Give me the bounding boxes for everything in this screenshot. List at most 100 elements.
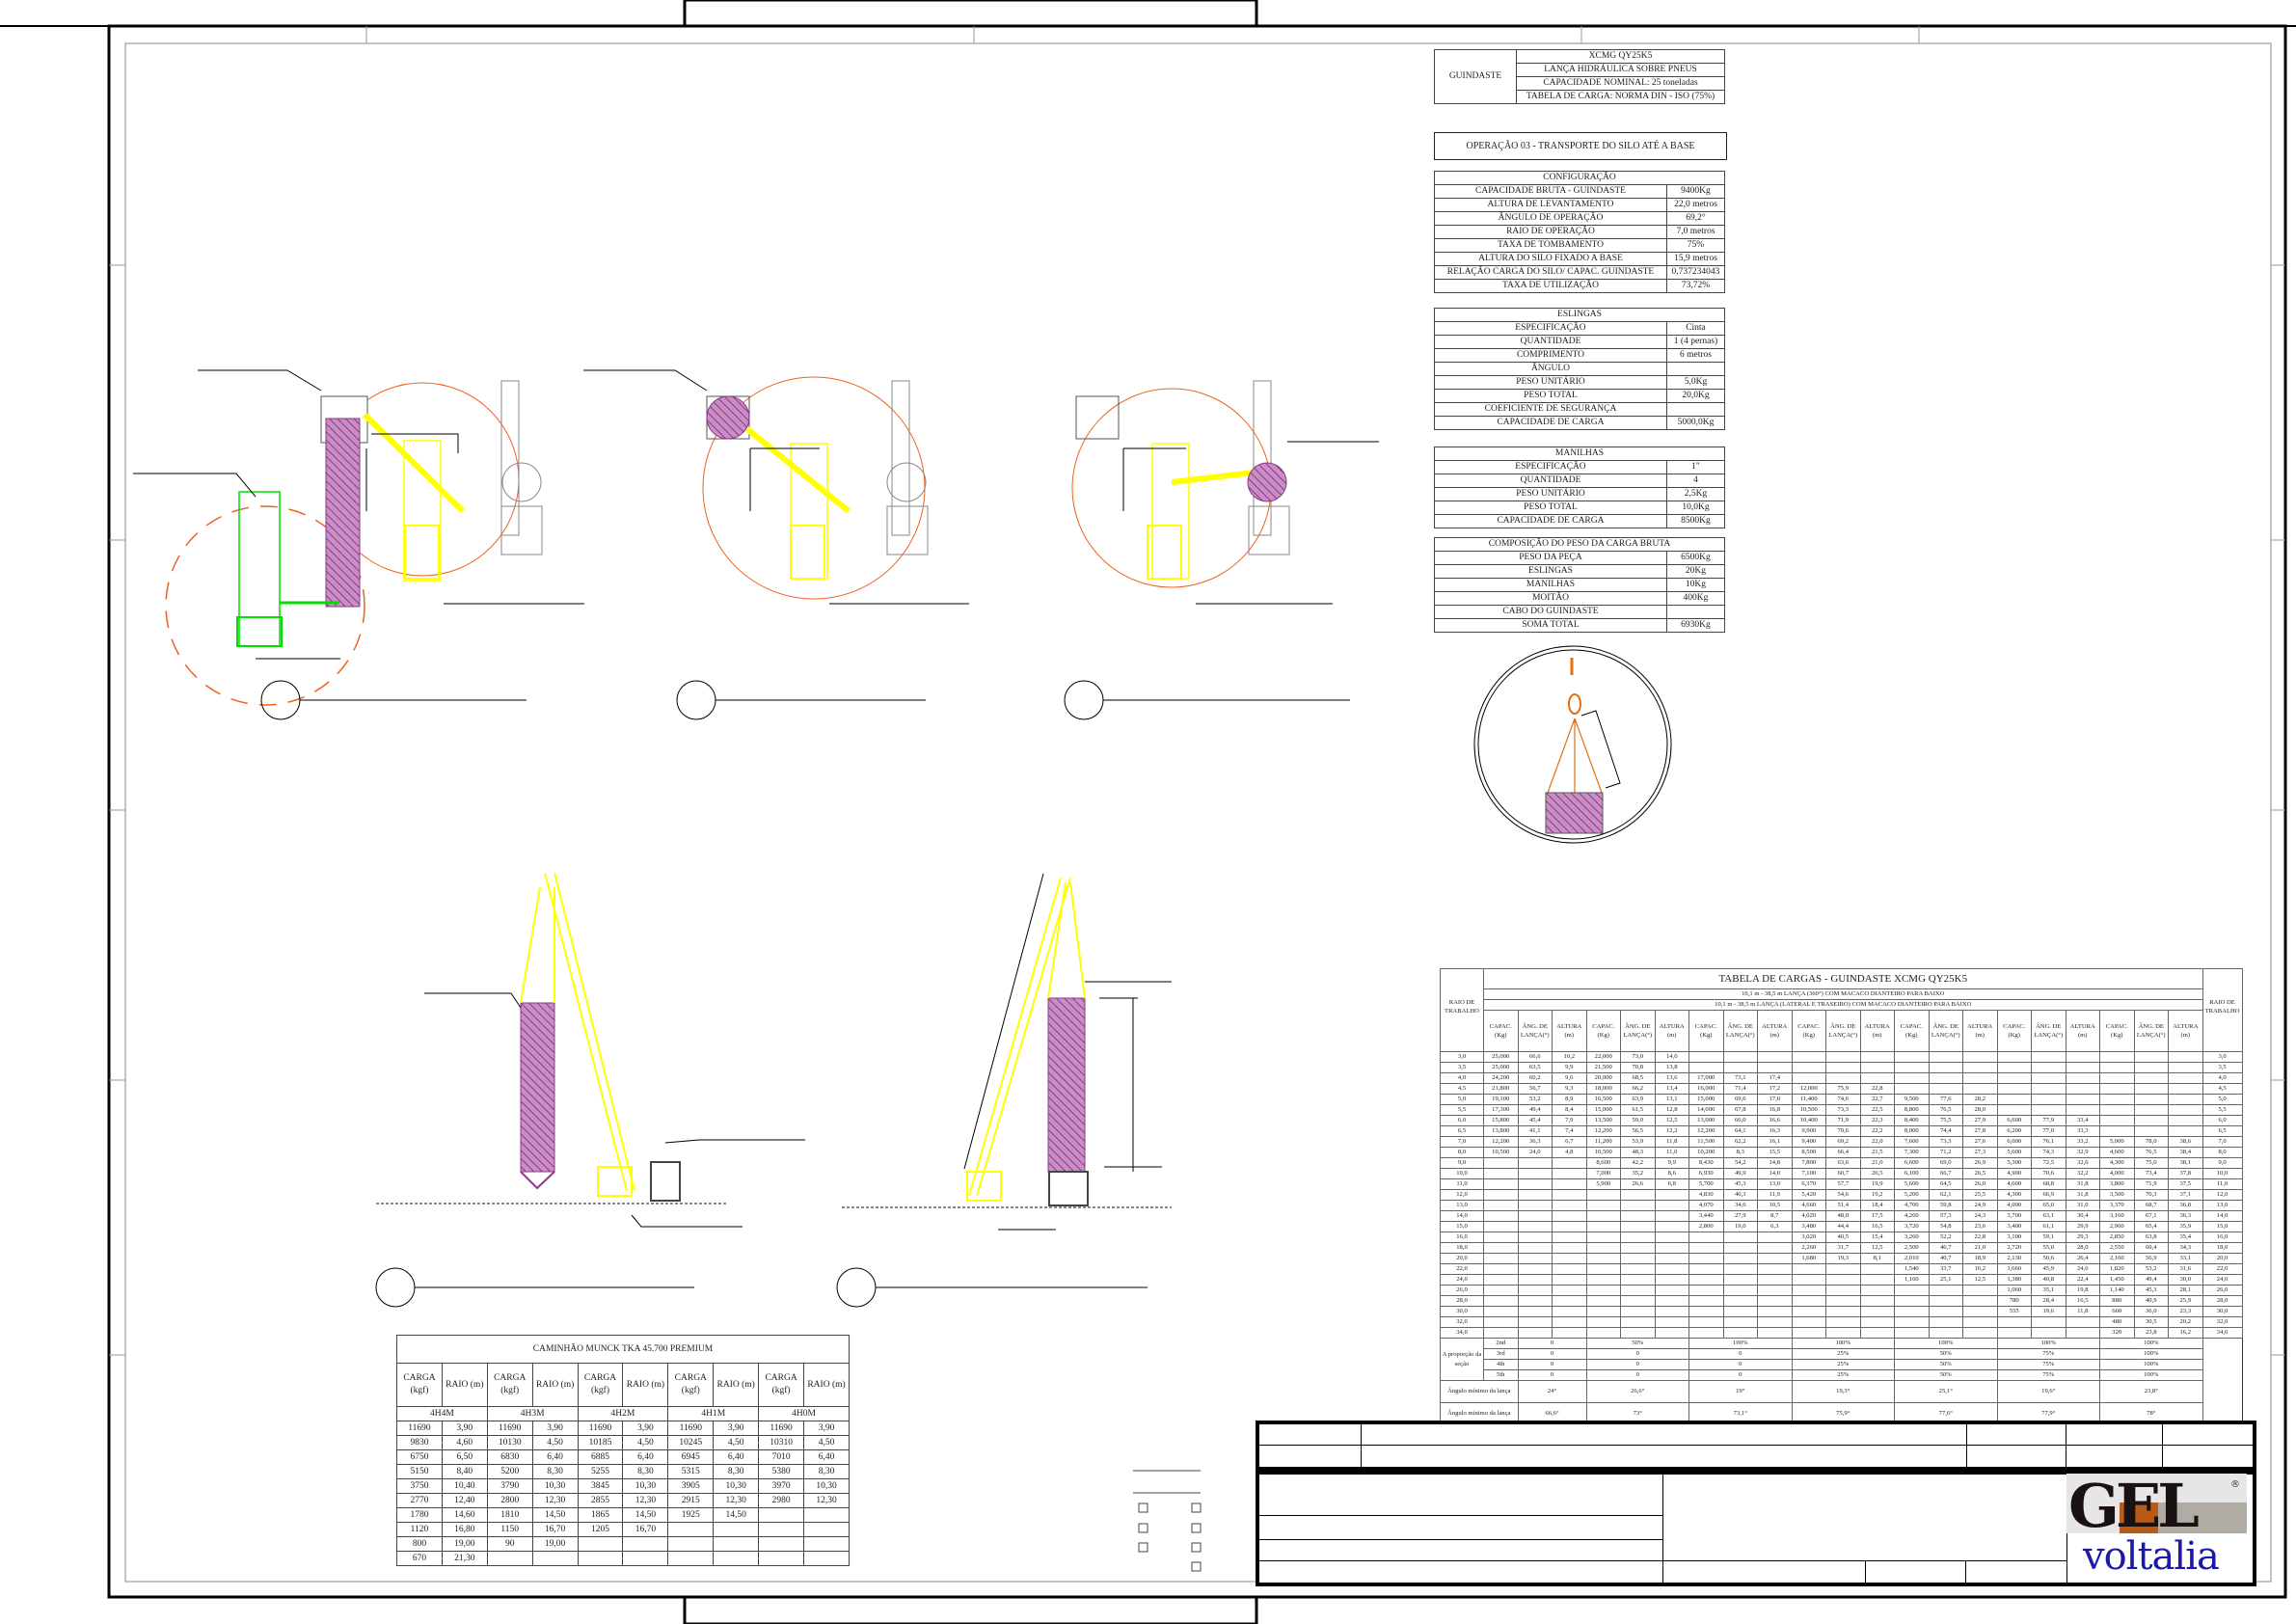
load-cell: 21,800 [1483, 1083, 1519, 1095]
load-cell [1483, 1178, 1519, 1190]
munck-cell: 6,50 [441, 1449, 488, 1465]
load-cell [1483, 1232, 1519, 1243]
table-row: TABELA DE CARGA: NORMA DIN - ISO (75%) [1435, 90, 1725, 104]
load-cell: 24,6 [2065, 1263, 2100, 1275]
load-cell: 55,0 [2031, 1242, 2066, 1254]
load-cell [1517, 1200, 1553, 1211]
load-cell [1688, 1306, 1724, 1317]
load-cell: 11,9 [1757, 1189, 1793, 1201]
load-cell [1688, 1316, 1724, 1328]
row-value: 10,0Kg [1665, 501, 1726, 515]
load-cell: 53,9 [1620, 1136, 1656, 1148]
load-table-title: TABELA DE CARGAS - GUINDASTE XCMG QY25K5 [1483, 968, 2203, 989]
load-cell [1825, 1263, 1861, 1275]
load-cell [1688, 1062, 1724, 1073]
load-cell: 9,9 [1552, 1062, 1587, 1073]
guindaste-line: LANÇA HIDRÁULICA SOBRE PNEUS [1516, 63, 1725, 77]
munck-cell: 1120 [396, 1522, 443, 1537]
load-cell: 8,6 [1654, 1168, 1689, 1179]
load-cell: 32,9 [2065, 1147, 2100, 1158]
load-cell: 54,6 [1825, 1189, 1861, 1201]
load-cell [1894, 1316, 1930, 1328]
raio-cell: 7,0 [1440, 1136, 1484, 1148]
load-cell: 7,4 [1552, 1125, 1587, 1137]
load-cell [1859, 1062, 1895, 1073]
row-label: RAIO DE OPERAÇÃO [1434, 225, 1667, 239]
row-label: QUANTIDADE [1434, 474, 1667, 488]
raio-cell: 7,0 [2201, 1136, 2243, 1148]
column-header: ALTURA (m) [1654, 1010, 1689, 1052]
row-label: ALTURA DO SILO FIXADO A BASE [1434, 252, 1667, 266]
munck-cell [577, 1551, 624, 1566]
load-cell [1859, 1316, 1895, 1328]
raio-cell: 13,0 [1440, 1200, 1484, 1211]
munck-cell: 8,30 [622, 1464, 669, 1479]
load-cell [2031, 1051, 2066, 1063]
munck-cell: 4,50 [803, 1435, 850, 1450]
load-cell: 12,8 [1654, 1104, 1689, 1116]
munck-group-row: 4H4M 4H3M 4H2M 4H1M 4H0M [396, 1406, 850, 1421]
raio-cell: 3,0 [1440, 1051, 1484, 1063]
munck-cell: 5315 [667, 1464, 715, 1479]
load-cell: 68,8 [2031, 1178, 2066, 1190]
load-cell: 4,000 [2099, 1168, 2135, 1179]
load-cell [1894, 1083, 1930, 1095]
load-cell [1688, 1285, 1724, 1296]
munck-row: 9830 4,60 10130 4,50 10185 4,50 10245 4,50 10310… [396, 1435, 850, 1450]
load-cell: 22,2 [1859, 1125, 1895, 1137]
row-value: 5000,0Kg [1665, 416, 1726, 430]
load-cell: 11,200 [1585, 1136, 1621, 1148]
load-cell: 36,3 [2168, 1210, 2203, 1222]
load-cell [1483, 1242, 1519, 1254]
munck-row: 800 19,00 90 19,00 [396, 1536, 850, 1552]
munck-cell: 3,90 [531, 1421, 579, 1436]
load-cell: 15,000 [1688, 1094, 1724, 1105]
munck-cell [486, 1551, 533, 1566]
load-cell [1654, 1295, 1689, 1307]
load-cell [1825, 1295, 1861, 1307]
load-cell: 31,6 [2168, 1263, 2203, 1275]
munck-cell: 3,90 [803, 1421, 850, 1436]
load-cell [1585, 1232, 1621, 1243]
load-cell: 3,500 [2099, 1189, 2135, 1201]
load-cell [1791, 1051, 1826, 1063]
munck-cell: 2980 [758, 1493, 805, 1508]
load-cell: 16,5 [2065, 1295, 2100, 1307]
munck-row: 1120 16,80 1150 16,70 1205 16,70 [396, 1522, 850, 1537]
load-cell [1620, 1285, 1656, 1296]
table-row: SOMA TOTAL 6930Kg [1434, 618, 1726, 633]
load-cell: 57,7 [1825, 1178, 1861, 1190]
load-cell: 49,9 [1722, 1168, 1758, 1179]
load-cell: 12,2 [1654, 1125, 1689, 1137]
load-cell: 19,6 [2031, 1306, 2066, 1317]
munck-cell [667, 1551, 715, 1566]
load-cell: 73,4 [2133, 1168, 2169, 1179]
table-row: MOITÃO 400Kg [1434, 591, 1726, 606]
load-cell: 46,7 [1928, 1242, 1963, 1254]
load-cell: 11,0 [1654, 1147, 1689, 1158]
load-row: 26,0 1,060 35,1 19,8 1,140 45,3 28,1 26,0 [1440, 1285, 2243, 1296]
raio-cell: 3,5 [1440, 1062, 1484, 1073]
load-cell [2099, 1115, 2135, 1126]
load-cell: 16,6 [1757, 1115, 1793, 1126]
load-cell [1962, 1072, 1998, 1084]
load-cell: 2,960 [2099, 1221, 2135, 1232]
load-chart-table: RAIO DE TRABALHO TABELA DE CARGAS - GUIND… [1440, 968, 2243, 1425]
load-cell: 6,7 [1552, 1136, 1587, 1148]
proporcao-cell: 100% [1996, 1338, 2100, 1349]
munck-header-row: CARGA (kgf) RAIO (m) CARGA (kgf) RAIO (m) CA… [396, 1363, 850, 1407]
load-cell: 21,0 [1962, 1242, 1998, 1254]
munck-cell [667, 1522, 715, 1537]
operation-title: OPERAÇÃO 03 - TRANSPORTE DO SILO ATÉ A B… [1434, 132, 1727, 160]
proporcao-cell: 0 [1517, 1369, 1587, 1381]
load-cell [2133, 1094, 2169, 1105]
munck-cell: 10,40 [441, 1478, 488, 1494]
load-cell: 27,9 [1722, 1210, 1758, 1222]
raio-header: RAIO DE TRABALHO [2201, 968, 2243, 1052]
load-cell [2065, 1327, 2100, 1339]
load-cell [1483, 1295, 1519, 1307]
load-cell [1722, 1242, 1758, 1254]
munck-cell: 14,50 [531, 1507, 579, 1523]
munck-cell [803, 1522, 850, 1537]
load-row: 34,0 320 23,8 16,2 34,0 [1440, 1327, 2243, 1339]
